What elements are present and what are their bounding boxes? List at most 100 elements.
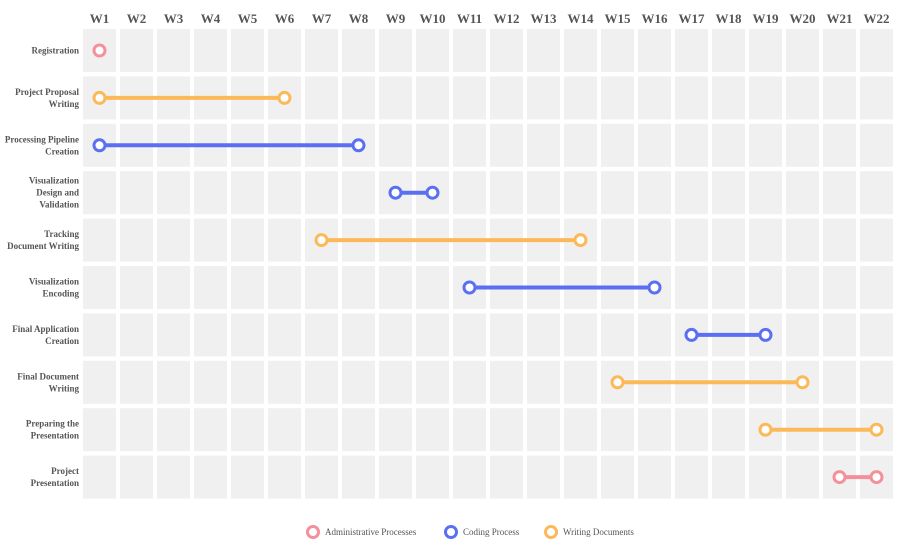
grid-cell	[675, 218, 708, 262]
grid-cell	[823, 266, 856, 309]
task-start-point	[684, 327, 699, 342]
grid-cell	[305, 408, 338, 452]
grid-cell	[564, 408, 597, 452]
grid-cell	[342, 29, 375, 72]
grid-cell	[379, 313, 412, 357]
task-start-point	[314, 233, 329, 248]
grid-cell	[120, 408, 153, 452]
grid-cell	[527, 360, 560, 404]
grid-cell	[268, 408, 301, 452]
grid-cell	[83, 313, 116, 357]
grid-cell	[712, 455, 745, 499]
grid-cell	[305, 266, 338, 309]
grid-cell	[453, 313, 486, 357]
task-label-line: Design and	[36, 188, 79, 198]
grid-cell	[860, 171, 893, 215]
week-tick-label: W10	[420, 11, 446, 26]
grid-cell	[823, 313, 856, 357]
grid-cell	[231, 29, 264, 72]
grid-cell	[231, 313, 264, 357]
grid-cell	[157, 408, 190, 452]
week-tick-label: W20	[790, 11, 816, 26]
grid-cell	[638, 218, 671, 262]
grid-cell	[379, 360, 412, 404]
task-label-line: Writing	[49, 99, 80, 109]
task-end-point	[647, 280, 662, 295]
task-label-line: Tracking	[44, 229, 79, 239]
legend-marker	[306, 525, 320, 539]
grid-cell	[823, 360, 856, 404]
task-label-line: Document Writing	[7, 241, 79, 251]
grid-cell	[564, 455, 597, 499]
grid-cell	[157, 266, 190, 309]
grid-cell	[342, 408, 375, 452]
task-label: Visualization Encoding	[29, 277, 80, 299]
grid-cell	[157, 360, 190, 404]
grid-cell	[342, 76, 375, 120]
task-label-line: Project Proposal	[15, 87, 79, 97]
grid-cell	[120, 313, 153, 357]
task-label-line: Writing	[49, 383, 80, 393]
grid-cell	[675, 171, 708, 215]
grid-cell	[860, 123, 893, 167]
grid-cell	[268, 29, 301, 72]
grid-cell	[527, 455, 560, 499]
grid-cell	[305, 76, 338, 120]
task-label: Visualization Design and Validation	[29, 176, 79, 210]
grid-cell	[638, 455, 671, 499]
grid-cell	[194, 29, 227, 72]
grid-cell	[823, 29, 856, 72]
grid-cell	[527, 408, 560, 452]
grid-cell	[601, 171, 634, 215]
grid-cell	[194, 455, 227, 499]
grid-cell	[83, 360, 116, 404]
task-label-line: Encoding	[42, 289, 79, 299]
grid-cell	[194, 408, 227, 452]
grid-cell	[712, 218, 745, 262]
task-label-line: Creation	[45, 146, 79, 156]
task-label: Processing Pipeline Creation	[5, 134, 79, 156]
grid-cell	[83, 266, 116, 309]
legend-marker	[544, 525, 558, 539]
grid-cell	[379, 76, 412, 120]
grid-cell	[194, 313, 227, 357]
grid-cell	[527, 313, 560, 357]
grid-cell	[157, 313, 190, 357]
legend-label: Coding Process	[463, 527, 520, 537]
grid-cell	[416, 266, 449, 309]
task-start-point	[92, 90, 107, 105]
grid-cell	[305, 360, 338, 404]
task-label: Registration	[32, 46, 80, 56]
grid-cell	[638, 313, 671, 357]
task-label-line: Validation	[39, 200, 79, 210]
grid-cell	[601, 218, 634, 262]
task-label: Preparing the Presentation	[26, 419, 79, 441]
grid-cell	[231, 360, 264, 404]
grid-cell	[342, 455, 375, 499]
grid-cell	[416, 123, 449, 167]
task-end-point	[277, 90, 292, 105]
grid-cell	[749, 29, 782, 72]
grid-cell	[120, 218, 153, 262]
task-start-point	[388, 185, 403, 200]
grid-cell	[712, 408, 745, 452]
grid-cell	[527, 29, 560, 72]
grid-cell	[749, 266, 782, 309]
grid-cell	[860, 76, 893, 120]
grid-cell	[712, 29, 745, 72]
week-tick-label: W7	[312, 11, 332, 26]
grid-cell	[490, 408, 523, 452]
grid-cell	[601, 29, 634, 72]
grid-cell	[786, 218, 819, 262]
grid-cell	[453, 29, 486, 72]
grid-cell	[712, 76, 745, 120]
grid-cell	[786, 29, 819, 72]
grid-cell	[749, 218, 782, 262]
task-label-line: Presentation	[31, 431, 79, 441]
grid-cell	[675, 76, 708, 120]
grid-cell	[675, 455, 708, 499]
grid-cell	[823, 76, 856, 120]
task-start-point	[92, 138, 107, 153]
grid-cell	[638, 123, 671, 167]
